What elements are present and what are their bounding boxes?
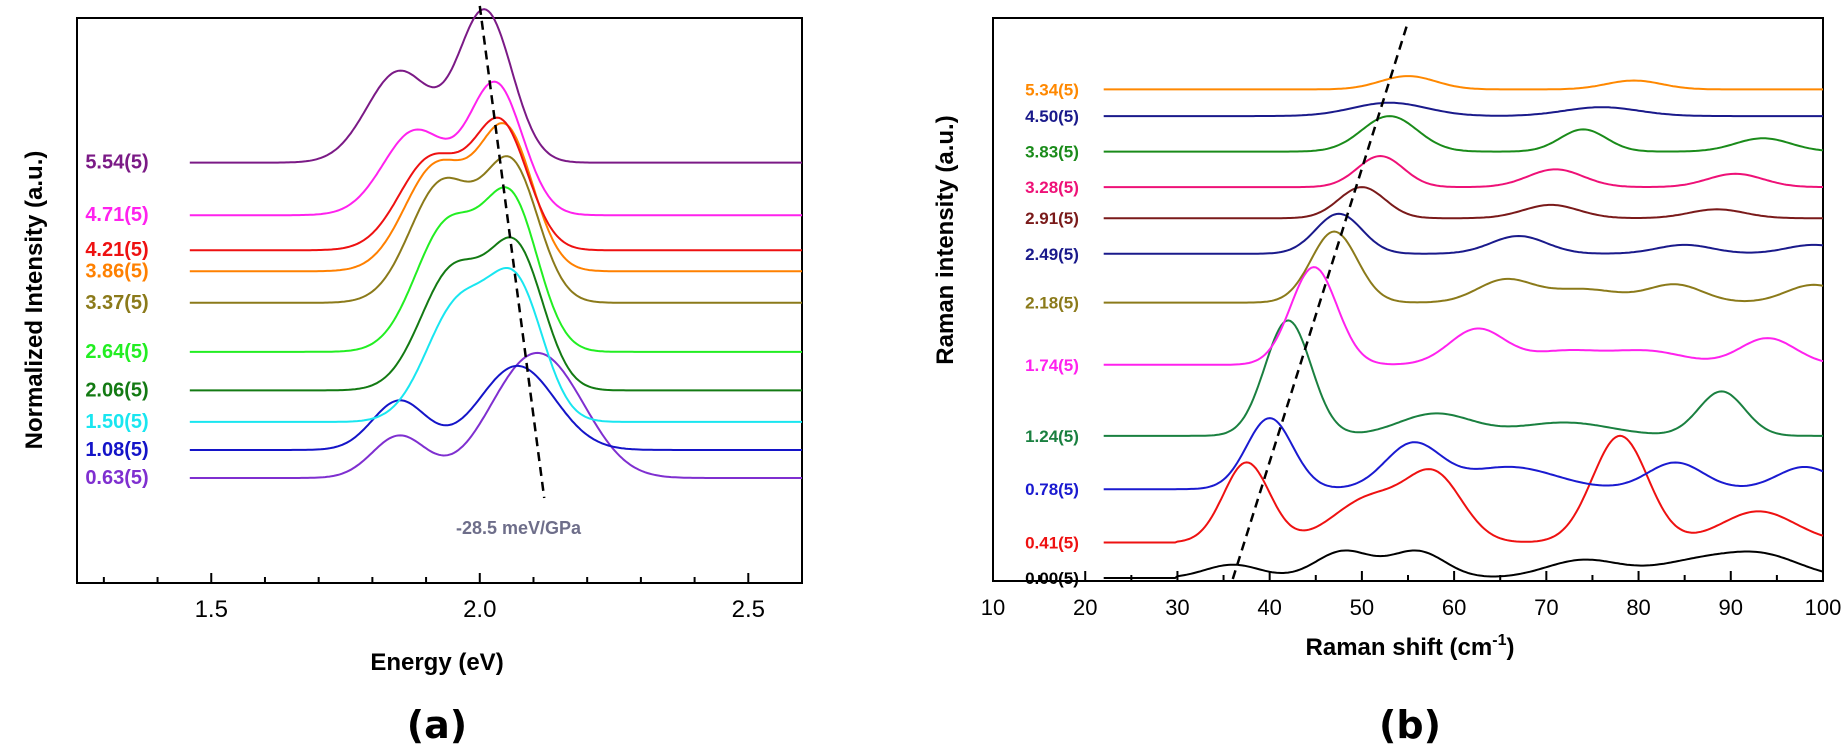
panel-a-series-label: 1.50(5) — [85, 411, 148, 433]
panel-a-series-1.08(5) — [189, 364, 802, 451]
panel-b-tag: (b) — [1379, 703, 1441, 747]
panel-a-series-label: 4.71(5) — [85, 204, 148, 226]
panel-a-series-label: 2.64(5) — [85, 341, 148, 363]
panel-a-series-2.06(5) — [189, 236, 802, 392]
panel-b-series-4.50(5) — [1103, 101, 1823, 118]
panel-a-series-label: 5.54(5) — [85, 152, 148, 174]
panel-a-series-0.63(5) — [189, 351, 802, 479]
panel-b-x-tick-label: 90 — [1719, 595, 1743, 620]
panel-a-series-labels: 0.63(5) 1.08(5) 1.50(5) 2.06(5) 2.64(5) 3.37(… — [85, 152, 148, 489]
panel-b-series-labels: 0.00(5) 0.41(5) 0.78(5) 1.24(5) 1.74(5) 2.18(… — [1025, 80, 1079, 588]
panel-a-x-tick-label: 2.0 — [463, 596, 496, 623]
panel-b-series-label: 0.41(5) — [1025, 533, 1079, 552]
panel-b-series-label: 2.49(5) — [1025, 245, 1079, 264]
panel-b-x-axis-title-sup: -1 — [1492, 632, 1506, 649]
panel-b-series-label: 2.91(5) — [1025, 209, 1079, 228]
panel-b-series-label: 2.18(5) — [1025, 294, 1079, 313]
panel-b-series-label: 4.50(5) — [1025, 107, 1079, 126]
panel-b-trend-line — [1231, 21, 1410, 580]
panel-b-series-5.34(5) — [1103, 75, 1823, 91]
panel-b-series-3.28(5) — [1103, 154, 1823, 189]
panel-b-series-1.24(5) — [1103, 319, 1823, 437]
panel-a-series-4.21(5) — [189, 116, 802, 252]
panel-a-tag: (a) — [407, 703, 467, 747]
panel-b-curves — [1103, 75, 1824, 579]
panel-b-y-axis-title: Raman intensity (a.u.) — [932, 115, 959, 364]
panel-a-series-1.50(5) — [189, 267, 802, 423]
panel-a-series-5.54(5) — [189, 8, 802, 164]
panel-a-series-3.86(5) — [189, 122, 802, 273]
panel-a-x-tick-label: 1.5 — [195, 596, 228, 623]
panel-b-series-label: 0.00(5) — [1025, 569, 1079, 588]
panel-a-series-label: 3.37(5) — [85, 292, 148, 314]
panel-b-x-tick-label: 80 — [1626, 595, 1650, 620]
panel-a-series-label: 3.86(5) — [85, 260, 148, 282]
panel-b-series-label: 3.83(5) — [1025, 143, 1079, 162]
panel-a-series-3.37(5) — [189, 155, 802, 304]
panel-a-series-4.71(5) — [189, 80, 802, 217]
panel-b-series-0.41(5) — [1103, 434, 1824, 544]
panel-a: 1.5 2.0 2.5 0.63(5) 1.08(5) 1.50(5) 2.06(5) 2.… — [21, 5, 803, 747]
panel-b-series-label: 3.28(5) — [1025, 178, 1079, 197]
panel-b-x-tick-label: 70 — [1534, 595, 1558, 620]
panel-a-trend-line — [478, 5, 546, 499]
panel-a-x-ticks: 1.5 2.0 2.5 — [102, 573, 803, 623]
panel-a-series-label: 0.63(5) — [85, 467, 148, 489]
panel-b-x-tick-label: 50 — [1350, 595, 1374, 620]
panel-b-series-2.18(5) — [1103, 230, 1824, 304]
panel-b-series-0.00(5) — [1103, 549, 1824, 579]
panel-b-x-tick-label: 30 — [1165, 595, 1189, 620]
panel-b-series-label: 0.78(5) — [1025, 480, 1079, 499]
panel-b-x-axis-title-main: Raman shift (cm — [1306, 634, 1493, 661]
panel-b-x-ticks: 10 20 30 40 50 60 70 80 90 100 — [981, 571, 1842, 620]
panel-a-series-label: 2.06(5) — [85, 379, 148, 401]
panel-b-x-tick-label: 10 — [981, 595, 1005, 620]
panel-b-x-tick-label: 60 — [1442, 595, 1466, 620]
panel-a-y-axis-title: Normalized Intensity (a.u.) — [21, 151, 48, 450]
panel-b-frame — [992, 17, 1824, 582]
panel-b-series-label: 1.24(5) — [1025, 427, 1079, 446]
panel-b-series-3.83(5) — [1103, 115, 1824, 153]
panel-a-frame — [76, 17, 803, 584]
panel-a-annotation: -28.5 meV/GPa — [456, 518, 582, 538]
panel-b-series-label: 5.34(5) — [1025, 80, 1079, 99]
panel-b-series-2.91(5) — [1103, 186, 1823, 220]
panel-a-x-axis-title: Energy (eV) — [370, 649, 503, 676]
panel-b-series-0.78(5) — [1103, 417, 1824, 491]
panel-a-series-label: 1.08(5) — [85, 439, 148, 461]
panel-b-x-tick-label: 20 — [1073, 595, 1097, 620]
panel-a-series-label: 4.21(5) — [85, 239, 148, 261]
panel-a-curves — [189, 8, 802, 479]
panel-b-x-tick-label: 40 — [1257, 595, 1281, 620]
panel-b-x-tick-label: 100 — [1805, 595, 1842, 620]
panel-b-x-axis-title-end: ) — [1506, 634, 1514, 661]
panel-a-x-tick-label: 2.5 — [732, 596, 765, 623]
panel-b-series-label: 1.74(5) — [1025, 356, 1079, 375]
panel-b: 10 20 30 40 50 60 70 80 90 100 0.00(5) 0.41(5) 0.78… — [932, 17, 1842, 747]
panel-b-series-1.74(5) — [1103, 266, 1824, 366]
panel-a-series-2.64(5) — [189, 186, 802, 353]
panel-b-x-axis-title: Raman shift (cm-1) — [1306, 632, 1515, 661]
panel-b-series-2.49(5) — [1103, 212, 1824, 255]
